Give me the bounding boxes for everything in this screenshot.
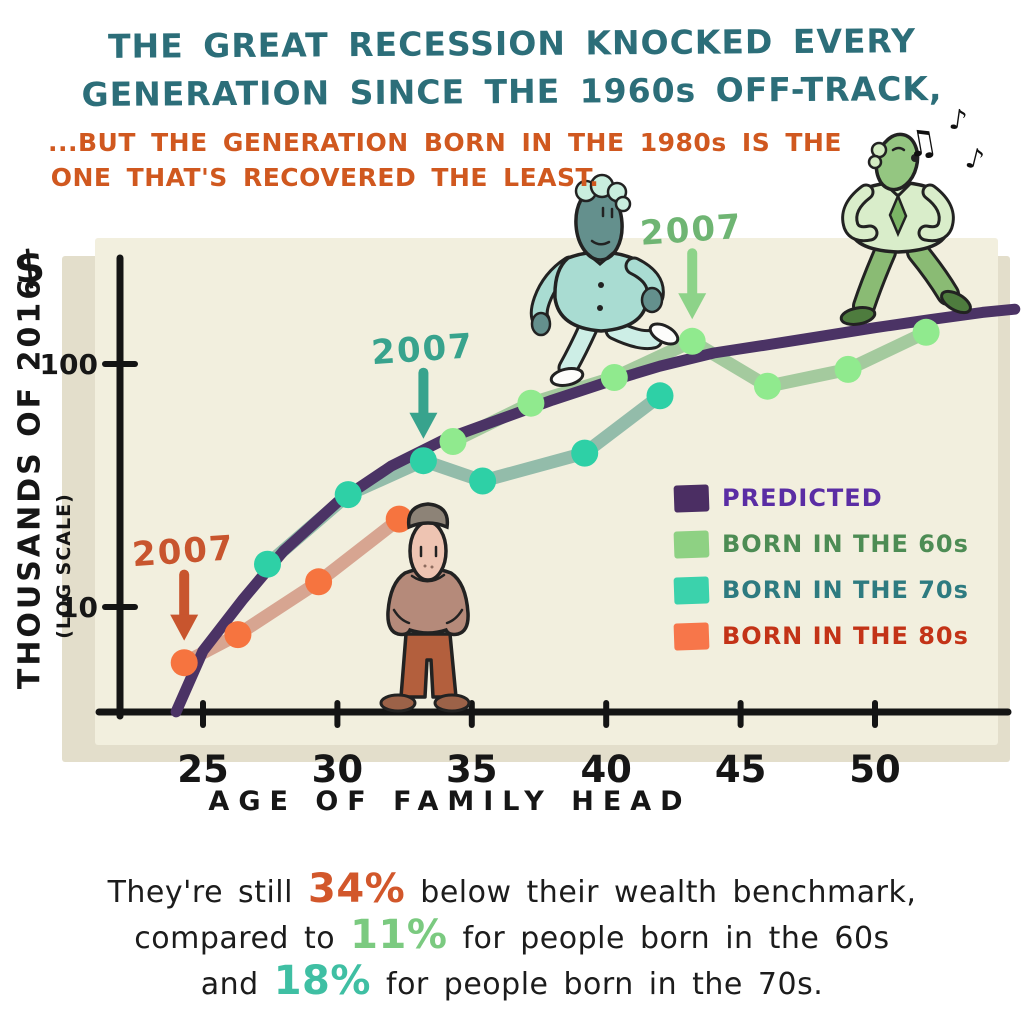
character-born-60s [839,132,972,326]
x-tick-label: 30 [312,748,364,791]
x-tick-label: 35 [446,748,498,791]
data-point-born-80s [305,568,333,596]
character-born-70s [529,173,680,388]
caption: They're still 34% below their wealth ben… [0,866,1024,1004]
music-note-icon: ♪ [962,141,987,177]
data-point-born-70s [469,467,497,495]
caption-text: compared to [134,921,351,956]
x-tick-label: 25 [177,748,229,791]
chart-subtitle-line-1: ...BUT THE GENERATION BORN IN THE 1980s … [48,128,842,157]
legend-label: BORN IN THE 70s [722,576,969,604]
legend-item: BORN IN THE 60s [673,528,969,560]
annotation-arrow-head [409,412,438,439]
caption-highlight: 34% [308,866,406,912]
data-point-born-70s [571,439,599,467]
plot-panel [95,238,998,745]
legend-swatch [673,621,710,651]
x-tick-label: 50 [849,748,901,791]
legend-label: BORN IN THE 60s [722,530,969,558]
character-born-80s [379,502,471,713]
data-point-born-70s [646,382,674,410]
data-point-born-70s [334,481,362,509]
caption-text: and [200,967,274,1002]
data-point-born-60s [439,428,467,455]
legend-item: BORN IN THE 80s [673,620,969,652]
annotation-label: 2007 [639,207,744,254]
caption-line: compared to 11% for people born in the 6… [0,912,1024,958]
caption-line: and 18% for people born in the 70s. [0,958,1024,1004]
data-point-born-60s [912,318,940,346]
annotation-arrow-head [678,293,707,320]
legend-label: BORN IN THE 80s [722,622,969,650]
data-point-born-80s [385,505,413,533]
data-point-born-60s [754,372,781,400]
chart-title-line-2: GENERATION SINCE THE 1960s OFF-TRACK, [81,68,943,115]
chart-subtitle-line-2: ONE THAT'S RECOVERED THE LEAST. [50,163,600,192]
data-point-born-60s [678,327,706,355]
x-tick-label: 45 [715,748,767,791]
legend-label: PREDICTED [722,484,883,512]
annotation-arrow-head [170,614,199,641]
y-axis-scale-note: (LOG SCALE) [53,493,75,639]
axes: 25 30 35 40 45 50 10 100 [40,254,1012,791]
caption-text: They're still [107,875,308,910]
legend: PREDICTED BORN IN THE 60s BORN IN THE 70s B… [673,482,969,652]
music-note-icon: ♪ [947,102,969,137]
y-axis-title: THOUSANDS OF 2016 [12,275,48,690]
legend-swatch [673,529,710,559]
caption-text: for people born in the 60s [447,921,890,956]
annotation-label: 2007 [131,528,236,575]
x-axis-title: AGE OF FAMILY HEAD [208,786,692,817]
chart-title-line-1: THE GREAT RECESSION KNOCKED EVERY [107,21,917,66]
data-point-born-60s [600,364,628,391]
series-dots [170,318,940,677]
data-point-born-70s [409,447,437,475]
legend-item: PREDICTED [673,482,969,514]
caption-line: They're still 34% below their wealth ben… [0,866,1024,912]
caption-text: for people born in the 70s. [370,967,824,1002]
caption-text: below their wealth benchmark, [405,875,917,910]
y-tick-label: 10 [59,591,98,624]
annotations: 2007 2007 2007 [131,207,744,641]
legend-item: BORN IN THE 70s [673,574,969,606]
data-point-born-80s [170,649,198,677]
data-point-born-60s [834,355,862,383]
legend-swatch [673,483,710,513]
x-tick-label: 40 [580,748,632,791]
legend-swatch [673,575,710,605]
caption-highlight: 11% [350,912,448,958]
caption-highlight: 18% [273,958,371,1004]
music-note-icon: ♫ [902,121,941,167]
annotation-label: 2007 [370,326,475,373]
data-point-born-70s [254,550,281,578]
data-point-born-80s [224,621,252,649]
characters: ♫ ♪ ♪ [379,102,988,713]
y-tick-label: 100 [40,348,98,381]
data-point-born-60s [517,389,545,417]
